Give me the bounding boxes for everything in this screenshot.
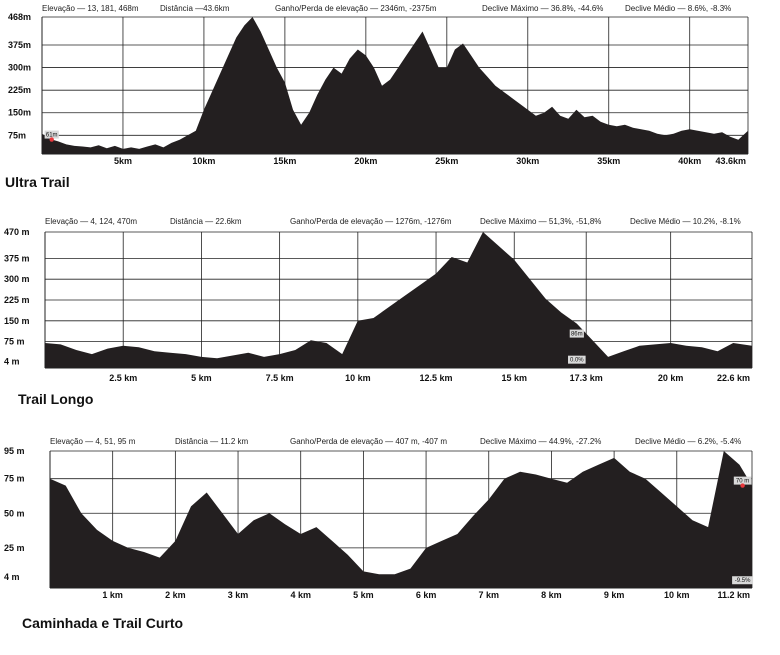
x-tick-label: 20km <box>354 156 377 166</box>
stat-max-slope: Declive Máximo — 36.8%, -44.6% <box>482 4 603 13</box>
stat-avg-slope: Declive Médio — 10.2%, -8.1% <box>630 217 741 226</box>
x-tick-label: 8 km <box>541 590 562 600</box>
stat-gain-loss: Ganho/Perda de elevação — 1276m, -1276m <box>290 217 452 226</box>
stat-distance: Distância — 11.2 km <box>175 437 249 446</box>
stat-max-slope: Declive Máximo — 44.9%, -27.2% <box>480 437 601 446</box>
stat-elevation: Elevação — 4, 51, 95 m <box>50 437 136 446</box>
chart-title: Trail Longo <box>18 391 93 407</box>
x-tick-label: 17.3 km <box>570 373 603 383</box>
x-tick-label: 2.5 km <box>109 373 137 383</box>
annotation-label: -9.5% <box>735 578 751 584</box>
y-tick-label: 50 m <box>4 508 25 518</box>
stat-gain-loss: Ganho/Perda de elevação — 2346m, -2375m <box>275 4 437 13</box>
y-tick-label: 75 m <box>4 337 25 347</box>
x-tick-label: 15km <box>273 156 296 166</box>
annotation-box <box>568 355 586 364</box>
stat-elevation: Elevação — 4, 124, 470m <box>45 217 137 226</box>
annotation-box <box>732 576 754 585</box>
annotation-box <box>44 130 59 139</box>
x-tick-label: 5 km <box>353 590 374 600</box>
x-tick-label: 15 km <box>501 373 527 383</box>
x-tick-label: 11.2 km <box>717 590 750 600</box>
chart-title: Ultra Trail <box>5 174 70 190</box>
stat-max-slope: Declive Máximo — 51,3%, -51,8% <box>480 217 601 226</box>
x-tick-label: 25km <box>435 156 458 166</box>
y-tick-label: 75m <box>8 130 26 140</box>
x-tick-label: 30km <box>516 156 539 166</box>
x-tick-label: 43.6km <box>715 156 746 166</box>
y-tick-label: 4 m <box>4 356 20 366</box>
annotation-label: 70 m <box>736 479 749 485</box>
y-tick-label: 150 m <box>4 316 30 326</box>
point-marker <box>49 137 54 142</box>
elevation-area <box>50 451 752 588</box>
annotation-label: 61m <box>46 133 58 139</box>
y-tick-label: 300 m <box>4 274 30 284</box>
chart-title: Caminhada e Trail Curto <box>22 615 183 631</box>
y-tick-label: 225 m <box>4 295 30 305</box>
point-marker <box>740 483 745 488</box>
x-tick-label: 1 km <box>102 590 123 600</box>
x-tick-label: 35km <box>597 156 620 166</box>
annotation-box <box>733 476 752 485</box>
profile-chart-1: Elevação — 13, 181, 468m Distância —43.6k… <box>5 4 749 190</box>
annotation-label: 86m <box>571 332 583 338</box>
x-tick-label: 22.6 km <box>717 373 750 383</box>
stat-elevation: Elevação — 13, 181, 468m <box>42 4 139 13</box>
x-tick-label: 3 km <box>228 590 249 600</box>
x-tick-label: 2 km <box>165 590 186 600</box>
x-tick-label: 10 km <box>664 590 690 600</box>
x-tick-label: 7 km <box>478 590 499 600</box>
x-tick-label: 5km <box>114 156 132 166</box>
y-tick-label: 468m <box>8 12 31 22</box>
elevation-area <box>42 17 748 154</box>
x-tick-label: 40km <box>678 156 701 166</box>
y-tick-label: 95 m <box>4 446 25 456</box>
stat-distance: Distância —43.6km <box>160 4 230 13</box>
x-tick-label: 12.5 km <box>420 373 453 383</box>
y-tick-label: 4 m <box>4 572 20 582</box>
stat-avg-slope: Declive Médio — 8.6%, -8.3% <box>625 4 731 13</box>
y-tick-label: 225m <box>8 85 31 95</box>
y-tick-label: 75 m <box>4 474 25 484</box>
x-tick-label: 7.5 km <box>266 373 294 383</box>
y-tick-label: 375m <box>8 40 31 50</box>
annotation-box <box>569 329 584 338</box>
annotation-label: 0.0% <box>570 358 584 364</box>
y-tick-label: 470 m <box>4 227 30 237</box>
y-tick-label: 25 m <box>4 543 25 553</box>
y-tick-label: 150m <box>8 108 31 118</box>
x-tick-label: 20 km <box>658 373 684 383</box>
x-tick-label: 9 km <box>604 590 625 600</box>
stat-gain-loss: Ganho/Perda de elevação — 407 m, -407 m <box>290 437 447 446</box>
y-tick-label: 375 m <box>4 253 30 263</box>
stat-avg-slope: Declive Médio — 6.2%, -5.4% <box>635 437 741 446</box>
profile-chart-3: Elevação — 4, 51, 95 m Distância — 11.2 k… <box>4 437 754 631</box>
x-tick-label: 6 km <box>416 590 437 600</box>
x-tick-label: 5 km <box>191 373 212 383</box>
x-tick-label: 10km <box>192 156 215 166</box>
y-tick-label: 300m <box>8 63 31 73</box>
x-tick-label: 4 km <box>290 590 311 600</box>
stat-distance: Distância — 22.6km <box>170 217 242 226</box>
profile-chart-2: Elevação — 4, 124, 470m Distância — 22.6k… <box>4 217 753 407</box>
x-tick-label: 10 km <box>345 373 371 383</box>
